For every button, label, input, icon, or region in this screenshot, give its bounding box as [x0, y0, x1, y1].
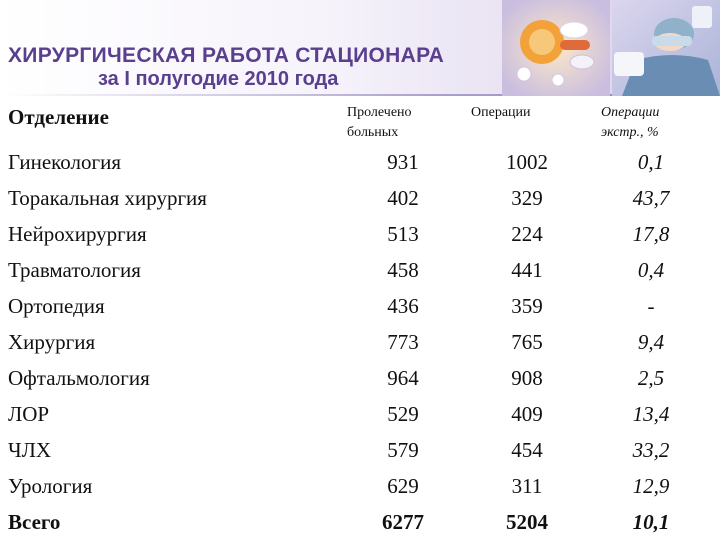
row-emergency: 17,8: [632, 222, 670, 246]
column-header-operations: Операции: [471, 105, 531, 120]
row-department: Урология: [8, 474, 93, 498]
row-operations: 329: [511, 186, 543, 210]
row-department: Нейрохирургия: [8, 222, 147, 246]
row-treated: 458: [387, 258, 419, 282]
table-row: Офтальмология 964 908 2,5: [0, 362, 720, 398]
table-row: Травматология 458 441 0,4: [0, 254, 720, 290]
row-operations: 359: [511, 294, 543, 318]
row-operations: 224: [511, 222, 543, 246]
column-header-department: Отделение: [8, 105, 109, 129]
row-treated: 773: [387, 330, 419, 354]
row-treated: 629: [387, 474, 419, 498]
row-operations: 454: [511, 438, 543, 462]
page-title: ХИРУРГИЧЕСКАЯ РАБОТА СТАЦИОНАРА: [8, 44, 445, 67]
column-header-treated: Пролечено больных: [347, 103, 412, 143]
row-department: Ортопедия: [8, 294, 105, 318]
row-department: ЛОР: [8, 402, 50, 426]
row-emergency: 33,2: [632, 438, 670, 462]
column-header-emergency: Операции экстр., %: [601, 103, 659, 143]
row-treated: 529: [387, 402, 419, 426]
row-treated: 931: [387, 150, 419, 174]
row-department: Торакальная хирургия: [8, 186, 207, 210]
table-total-row: Всего 6277 5204 10,1: [0, 506, 720, 542]
table-row: ЧЛХ 579 454 33,2: [0, 434, 720, 470]
surgeon-photo: [612, 0, 720, 96]
column-header-treated-line2: больных: [347, 125, 399, 140]
row-operations: 311: [511, 474, 543, 498]
row-emergency: -: [647, 294, 655, 318]
row-department: Гинекология: [8, 150, 121, 174]
table-row: ЛОР 529 409 13,4: [0, 398, 720, 434]
row-operations: 765: [511, 330, 543, 354]
total-operations: 5204: [506, 510, 548, 534]
page-subtitle: за I полугодие 2010 года: [98, 68, 339, 90]
column-header-emergency-line1: Операции: [601, 105, 660, 120]
table-row: Ортопедия 436 359 -: [0, 290, 720, 326]
table-row: Нейрохирургия 513 224 17,8: [0, 218, 720, 254]
row-emergency: 43,7: [632, 186, 670, 210]
row-department: Хирургия: [8, 330, 96, 354]
total-label: Всего: [8, 510, 61, 534]
table-row: Гинекология 931 1002 0,1: [0, 146, 720, 182]
row-treated: 402: [387, 186, 419, 210]
row-emergency: 0,1: [637, 150, 665, 174]
row-treated: 964: [387, 366, 419, 390]
row-treated: 579: [387, 438, 419, 462]
row-emergency: 12,9: [632, 474, 670, 498]
row-operations: 441: [511, 258, 543, 282]
table-row: Урология 629 311 12,9: [0, 470, 720, 506]
pills-photo: [502, 0, 610, 96]
row-emergency: 0,4: [637, 258, 665, 282]
row-department: ЧЛХ: [8, 438, 52, 462]
row-department: Офтальмология: [8, 366, 150, 390]
row-department: Травматология: [8, 258, 141, 282]
row-operations: 908: [511, 366, 543, 390]
surgery-table: Гинекология 931 1002 0,1 Торакальная хир…: [0, 146, 720, 542]
row-treated: 513: [387, 222, 419, 246]
row-operations: 1002: [506, 150, 548, 174]
table-row: Хирургия 773 765 9,4: [0, 326, 720, 362]
row-operations: 409: [511, 402, 543, 426]
column-header-treated-line1: Пролечено: [347, 105, 412, 120]
row-emergency: 13,4: [632, 402, 670, 426]
column-header-emergency-line2: экстр., %: [601, 125, 659, 140]
table-row: Торакальная хирургия 402 329 43,7: [0, 182, 720, 218]
total-treated: 6277: [382, 510, 424, 534]
total-emergency: 10,1: [632, 510, 670, 534]
row-emergency: 9,4: [637, 330, 665, 354]
row-emergency: 2,5: [637, 366, 665, 390]
row-treated: 436: [387, 294, 419, 318]
